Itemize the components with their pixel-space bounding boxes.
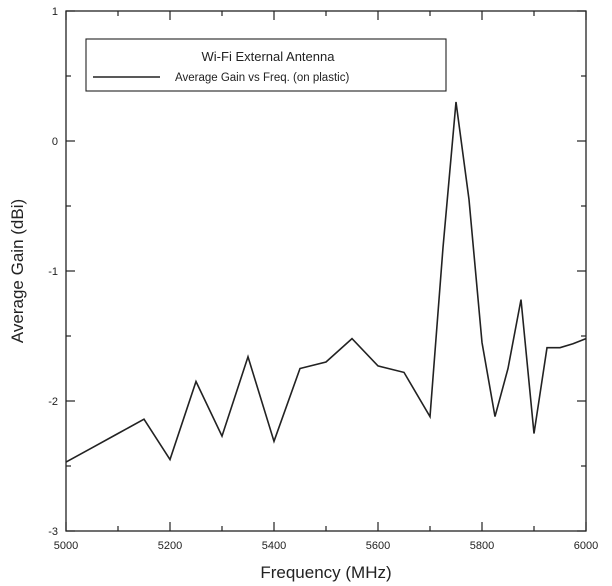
x-tick-label: 5600 (366, 540, 390, 552)
y-tick-label: -2 (48, 396, 58, 408)
series-layer (65, 101, 587, 463)
y-tick-label: 1 (52, 6, 58, 18)
x-tick-label: 5200 (158, 540, 182, 552)
y-tick-labels: -3 -2 -1 0 1 (48, 6, 58, 538)
x-axis-title: Frequency (MHz) (260, 563, 391, 582)
legend: Wi-Fi External Antenna Average Gain vs F… (85, 38, 447, 92)
x-tick-label: 5400 (262, 540, 286, 552)
x-tick-label: 5800 (470, 540, 494, 552)
legend-title: Wi-Fi External Antenna (202, 49, 336, 64)
x-tick-label: 5000 (54, 540, 78, 552)
x-tick-label: 6000 (574, 540, 598, 552)
y-tick-label: -3 (48, 526, 58, 538)
y-axis-title: Average Gain (dBi) (8, 199, 27, 343)
series-line (65, 101, 587, 463)
x-tick-labels: 5000 5200 5400 5600 5800 6000 (54, 540, 598, 552)
legend-box (85, 38, 447, 92)
ticks-layer (65, 10, 587, 532)
y-tick-label: -1 (48, 266, 58, 278)
legend-entry: Average Gain vs Freq. (on plastic) (175, 72, 349, 84)
y-tick-label: 0 (52, 136, 58, 148)
